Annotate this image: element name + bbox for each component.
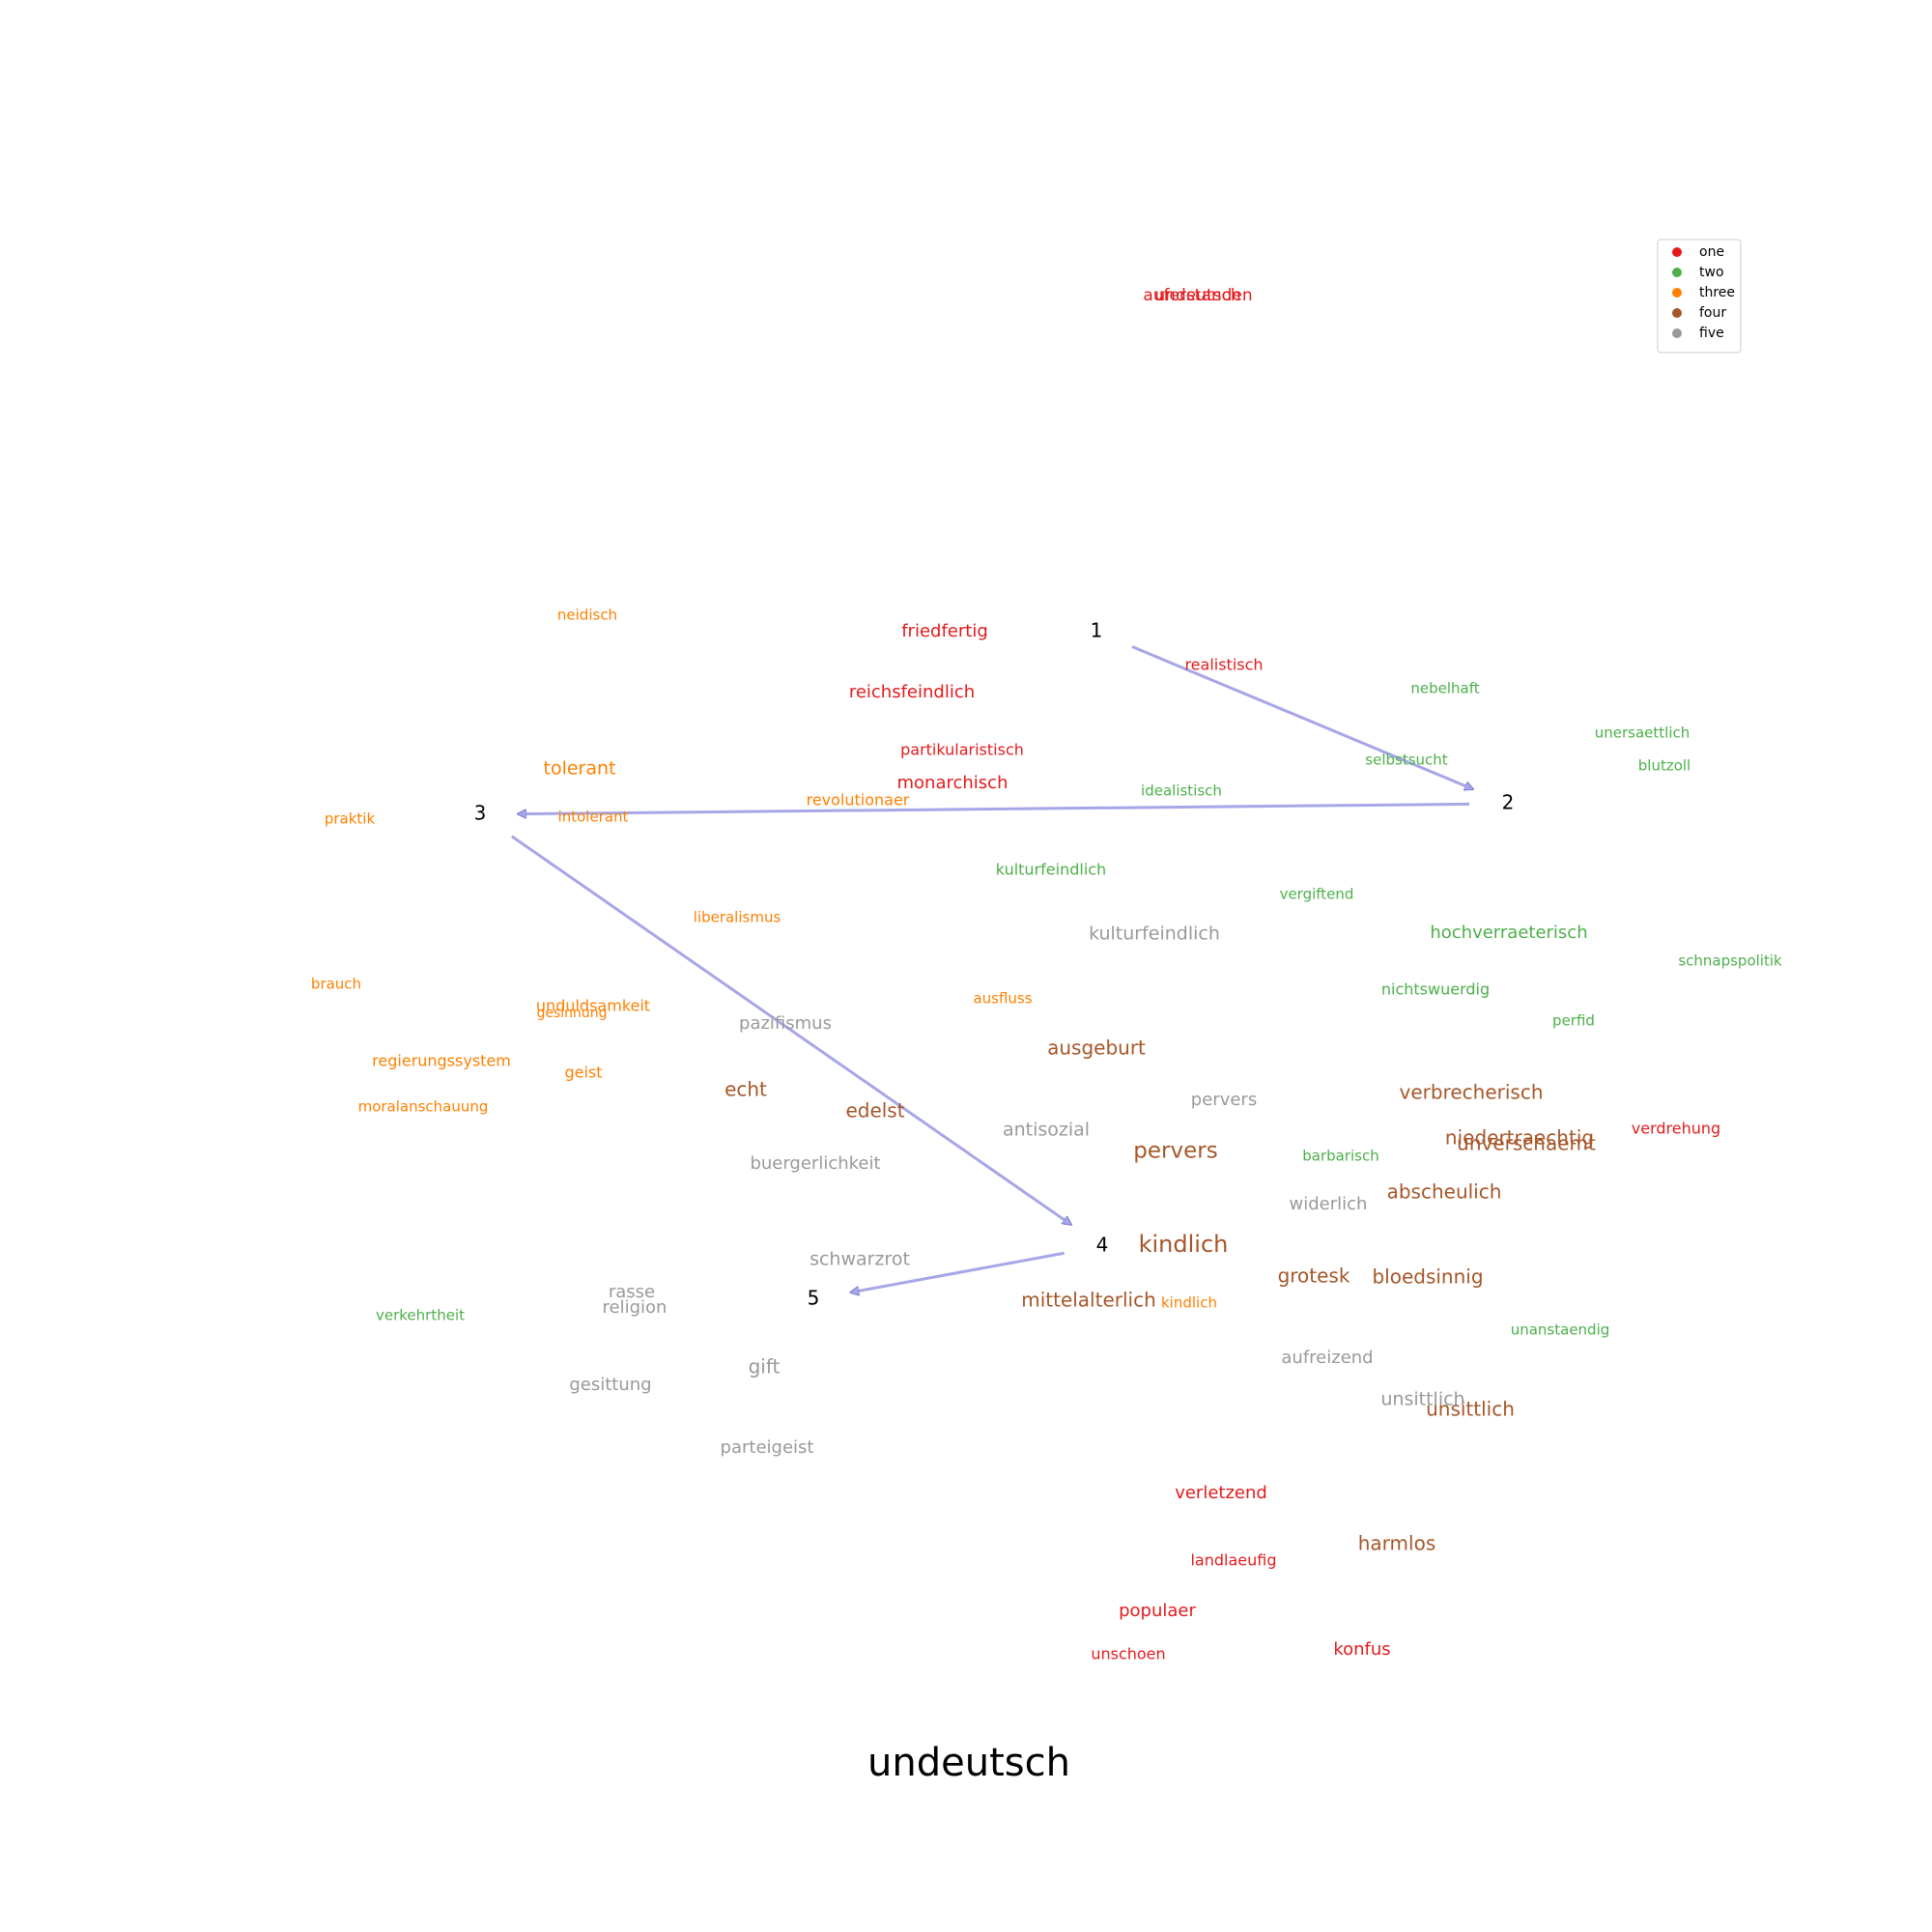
word-label-one: partikularistisch <box>900 741 1024 759</box>
legend-label: two <box>1699 265 1724 280</box>
word-label-one: realistisch <box>1184 656 1263 674</box>
word-label-three: brauch <box>311 976 361 993</box>
word-label-two: verkehrtheit <box>376 1307 465 1324</box>
word-label-five: parteigeist <box>721 1437 814 1458</box>
word-label-five: religion <box>603 1297 668 1318</box>
legend-label: five <box>1699 326 1724 341</box>
word-label-one: verletzend <box>1175 1483 1267 1503</box>
word-label-two: unersaettlich <box>1595 724 1690 742</box>
legend-marker <box>1672 268 1682 277</box>
word-label-three: revolutionaer <box>807 791 910 810</box>
legend-label: one <box>1699 244 1724 260</box>
word-label-two: schnapspolitik <box>1678 952 1782 970</box>
word-label-four: bloedsinnig <box>1372 1265 1483 1289</box>
word-label-two: kulturfeindlich <box>996 861 1106 879</box>
word-label-five: schwarzrot <box>810 1249 910 1270</box>
word-label-four: mittelalterlich <box>1021 1289 1156 1312</box>
word-label-three: gesinnung <box>536 1006 607 1021</box>
word-label-five: unsittlich <box>1380 1389 1464 1410</box>
word-label-four: unverschaemt <box>1457 1132 1596 1155</box>
word-label-one: undeutsch <box>1154 286 1240 305</box>
trajectory-step-label: 2 <box>1502 791 1515 814</box>
word-label-three: liberalismus <box>694 909 781 926</box>
trajectory-arrow <box>519 802 1470 813</box>
legend-label: four <box>1699 305 1726 321</box>
trajectory-step-label: 3 <box>474 802 487 825</box>
trajectory-step-label: 4 <box>1096 1234 1109 1257</box>
word-label-one: konfus <box>1333 1639 1390 1660</box>
word-label-five: gift <box>749 1355 781 1378</box>
word-label-five: antisozial <box>1003 1120 1090 1141</box>
word-label-three: moralanschauung <box>358 1098 489 1116</box>
legend-label: three <box>1699 285 1735 300</box>
word-label-five: pazifismus <box>739 1013 832 1034</box>
word-label-two: barbarisch <box>1302 1148 1379 1165</box>
word-label-three: intolerant <box>558 809 629 826</box>
word-label-four: verbrecherisch <box>1400 1081 1544 1104</box>
word-label-one: landlaeufig <box>1190 1551 1276 1570</box>
word-label-two: idealistisch <box>1141 782 1222 800</box>
word-label-two: nebelhaft <box>1410 680 1479 697</box>
trajectory: 1 2 3 4 5 <box>474 619 1515 1310</box>
trajectory-arrow <box>1131 645 1472 788</box>
word-label-two: blutzoll <box>1638 757 1690 775</box>
word-label-three: ausfluss <box>973 990 1032 1008</box>
legend: one two three four five <box>1657 239 1742 354</box>
word-label-one: friedfertig <box>901 621 988 641</box>
word-label-four: kindlich <box>1139 1231 1229 1258</box>
word-label-five: gesittung <box>569 1375 651 1395</box>
trajectory-step-label: 5 <box>808 1287 820 1310</box>
trajectory-step-label: 1 <box>1091 619 1103 642</box>
chart-title: undeutsch <box>867 1741 1070 1785</box>
word-label-one: unschoen <box>1091 1645 1165 1663</box>
word-label-three: tolerant <box>544 758 616 780</box>
word-label-four: abscheulich <box>1387 1180 1502 1204</box>
word-label-one: reichsfeindlich <box>849 682 975 702</box>
legend-marker <box>1672 288 1682 298</box>
word-label-five: kulturfeindlich <box>1089 923 1220 945</box>
word-label-one: populaer <box>1119 1601 1196 1621</box>
word-label-five: rasse <box>609 1282 655 1302</box>
word-label-four: unsittlich <box>1426 1398 1515 1421</box>
trajectory-arrow <box>851 1251 1065 1293</box>
word-label-three: praktik <box>325 810 376 828</box>
word-label-two: perfid <box>1552 1012 1595 1030</box>
word-label-four: ausgeburt <box>1047 1037 1146 1060</box>
word-label-three: neidisch <box>557 607 617 624</box>
word-label-four: harmlos <box>1358 1532 1436 1555</box>
word-label-four: edelst <box>845 1099 904 1122</box>
word-label-four: pervers <box>1133 1139 1217 1164</box>
word-label-five: aufreizend <box>1281 1348 1373 1368</box>
legend-marker <box>1672 328 1682 338</box>
word-label-four: grotesk <box>1278 1264 1350 1288</box>
word-label-five: widerlich <box>1290 1194 1368 1214</box>
word-label-five: pervers <box>1191 1090 1257 1110</box>
word-label-three: kindlich <box>1161 1294 1217 1312</box>
word-label-one: monarchisch <box>897 773 1009 793</box>
word-label-two: vergiftend <box>1280 886 1354 903</box>
word-label-one: auferstanden <box>1143 286 1252 305</box>
word-label-two: selbstsucht <box>1365 752 1448 769</box>
word-label-two: hochverraeterisch <box>1430 923 1587 943</box>
legend-marker <box>1672 308 1682 318</box>
word-label-three: unduldsamkeit <box>536 997 650 1015</box>
word-label-two: nichtswuerdig <box>1381 980 1490 999</box>
word-label-one: verdrehung <box>1632 1120 1720 1138</box>
legend-marker <box>1672 247 1682 257</box>
word-label-three: regierungssystem <box>372 1052 511 1070</box>
word-label-four: niedertraechtig <box>1445 1126 1594 1150</box>
word-label-five: buergerlichkeit <box>750 1153 880 1174</box>
word-label-three: geist <box>564 1064 602 1082</box>
word-label-two: unanstaendig <box>1511 1321 1610 1339</box>
word-label-four: echt <box>724 1078 767 1101</box>
trajectory-arrow <box>511 835 1070 1224</box>
